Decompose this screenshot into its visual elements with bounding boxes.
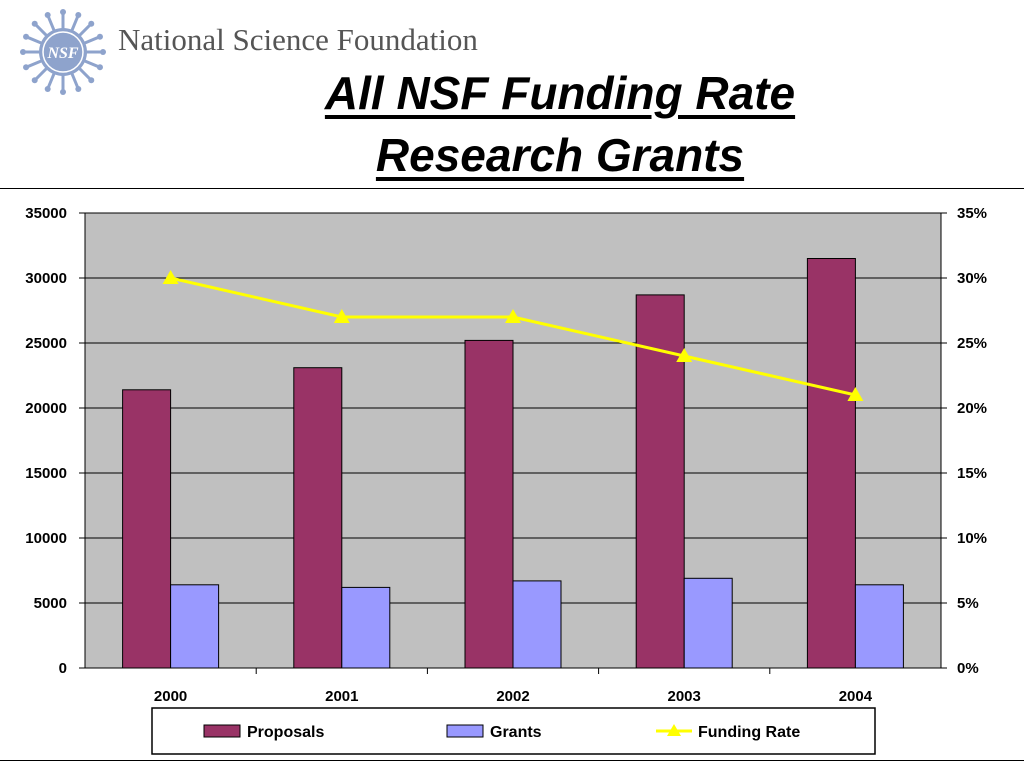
bar-proposals — [122, 389, 172, 669]
seal-ray-tip — [75, 85, 82, 92]
seal-globe — [39, 28, 87, 76]
y-right-tick-label: 15% — [957, 465, 987, 482]
footer-divider — [0, 760, 1024, 761]
legend: Proposals Grants Funding Rate — [151, 707, 876, 755]
seal-ray — [25, 59, 44, 69]
seal-ray-tip — [96, 33, 103, 40]
bar-proposals — [464, 339, 514, 669]
funding-rate-point — [676, 348, 693, 362]
x-tick-label: 2000 — [154, 688, 187, 705]
bar-grants — [854, 584, 904, 669]
y-right-tick-label: 10% — [957, 530, 987, 547]
seal-ray — [77, 66, 93, 82]
seal-ray-tip — [23, 64, 30, 71]
x-tick-label: 2004 — [839, 688, 873, 705]
y-right-tick-label: 5% — [957, 595, 979, 612]
legend-label-funding-rate: Funding Rate — [698, 724, 800, 741]
seal-text: NSF — [46, 45, 78, 62]
seal-ray — [70, 14, 80, 33]
y-right-tick-label: 25% — [957, 335, 987, 352]
legend-marker-funding-rate — [667, 724, 681, 736]
seal-ray-tip — [31, 20, 38, 27]
nsf-logo: NSF — [18, 6, 558, 101]
bar-proposals — [635, 294, 685, 669]
seal-ray-tip — [23, 33, 30, 40]
title-line-1: All NSF Funding Rate — [324, 67, 796, 119]
seal-ray — [77, 22, 93, 38]
seal-ray-tip — [20, 49, 26, 55]
seal-ray-tip — [60, 89, 66, 95]
y-right-tick-label: 20% — [957, 400, 987, 417]
seal-ray-tip — [75, 12, 82, 19]
seal-ray-tip — [44, 12, 51, 19]
axes: 35000 30000 25000 20000 15000 10000 5000 0 35% 30… — [25, 205, 987, 705]
bars — [122, 258, 904, 669]
x-tick-label: 2003 — [668, 688, 701, 705]
legend-swatch-proposals — [203, 724, 241, 738]
seal-ray — [33, 66, 49, 82]
legend-label-proposals: Proposals — [247, 724, 324, 741]
bar-grants — [683, 577, 733, 669]
seal-ray-tip — [31, 77, 38, 84]
bar-grants — [341, 586, 391, 669]
legend-label-grants: Grants — [490, 724, 542, 741]
y-left-tick-label: 10000 — [25, 530, 67, 547]
y-left-tick-label: 25000 — [25, 335, 67, 352]
funding-rate-point — [333, 309, 350, 323]
y-left-tick-label: 0 — [59, 660, 67, 677]
title-line-2: Research Grants — [375, 129, 745, 181]
y-left-tick-label: 20000 — [25, 400, 67, 417]
seal-ring — [42, 31, 84, 73]
y-right-tick-label: 35% — [957, 205, 987, 222]
y-right-tick-label: 30% — [957, 270, 987, 287]
legend-swatch-grants — [446, 724, 484, 738]
funding-rate-point — [505, 309, 521, 323]
seal-ray-tip — [60, 9, 66, 15]
seal-ray-tip — [88, 77, 95, 84]
bar-grants — [512, 580, 562, 669]
nsf-seal-icon: NSF — [20, 9, 106, 95]
funding-rate-layer — [162, 270, 864, 401]
seal-ray-tip — [96, 64, 103, 71]
y-left-tick-label: 5000 — [34, 595, 67, 612]
funding-rate-point — [162, 270, 179, 284]
x-tick-label: 2002 — [496, 688, 529, 705]
header-divider — [0, 188, 1024, 189]
seal-ray — [46, 14, 56, 33]
bar-proposals — [293, 367, 343, 669]
seal-ray — [25, 35, 44, 45]
seal-ray-tip — [88, 20, 95, 27]
y-left-tick-label: 30000 — [25, 270, 67, 287]
x-tick-label: 2001 — [325, 688, 358, 705]
seal-ray-tip — [44, 85, 51, 92]
seal-rays — [20, 9, 106, 95]
y-left-tick-label: 15000 — [25, 465, 67, 482]
bar-grants — [170, 584, 220, 669]
bar-proposals — [806, 258, 856, 669]
legend-box — [151, 707, 876, 755]
org-name: National Science Foundation — [118, 22, 478, 57]
y-left-tick-label: 35000 — [25, 205, 67, 222]
funding-rate-point — [847, 387, 864, 401]
y-right-tick-label: 0% — [957, 660, 979, 677]
seal-ray-tip — [100, 49, 106, 55]
page-title: All NSF Funding Rate Research Grants — [250, 62, 870, 186]
